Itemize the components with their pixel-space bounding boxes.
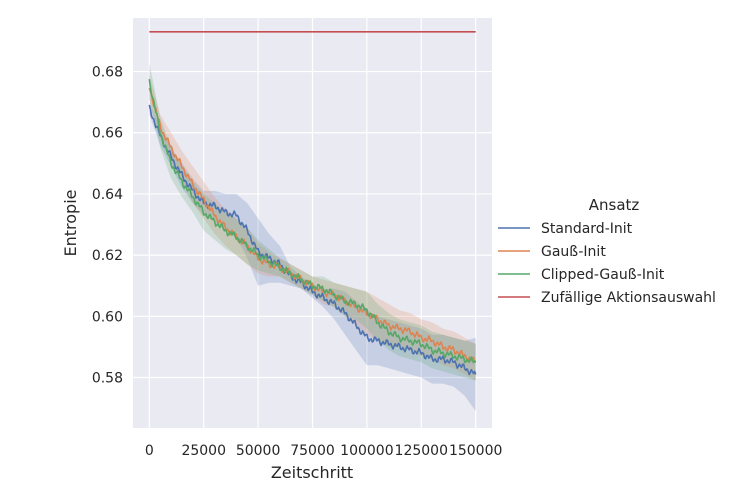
legend-entry: Standard-Init — [541, 221, 633, 237]
x-tick-label: 25000 — [181, 443, 226, 459]
x-tick-label: 50000 — [236, 443, 281, 459]
series-line — [148, 104, 477, 376]
x-axis-ticks: 0 25000 50000 75000 100000 125000 150000 — [145, 443, 503, 459]
y-tick-label: 0.68 — [92, 65, 123, 81]
legend-entry: Clipped-Gauß-Init — [541, 267, 665, 283]
y-tick-label: 0.62 — [92, 248, 123, 264]
confidence-band — [149, 74, 476, 381]
x-tick-label: 0 — [145, 443, 154, 459]
x-axis-label: Zeitschritt — [271, 463, 353, 482]
series-line — [148, 87, 476, 363]
x-tick-label: 125000 — [395, 443, 448, 459]
x-tick-label: 150000 — [449, 443, 502, 459]
legend-entry: Gauß-Init — [541, 244, 606, 260]
y-tick-label: 0.58 — [92, 371, 123, 387]
y-tick-label: 0.64 — [92, 187, 123, 203]
x-tick-label: 75000 — [290, 443, 335, 459]
y-axis-label: Entropie — [61, 190, 80, 257]
series-lines — [148, 31, 477, 376]
series-line — [148, 78, 477, 364]
legend-entry: Zufällige Aktionsauswahl — [541, 290, 716, 306]
legend-title: Ansatz — [589, 196, 640, 214]
grid — [133, 18, 492, 428]
y-tick-label: 0.66 — [92, 126, 123, 142]
y-axis-ticks: 0.58 0.60 0.62 0.64 0.66 0.68 — [92, 65, 123, 387]
y-tick-label: 0.60 — [92, 309, 123, 325]
legend: Ansatz Standard-Init Gauß-Init Clipped-Gau… — [498, 196, 716, 306]
x-tick-label: 100000 — [340, 443, 393, 459]
